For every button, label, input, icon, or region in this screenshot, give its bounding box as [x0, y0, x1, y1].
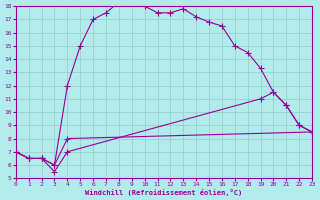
X-axis label: Windchill (Refroidissement éolien,°C): Windchill (Refroidissement éolien,°C) — [85, 189, 243, 196]
